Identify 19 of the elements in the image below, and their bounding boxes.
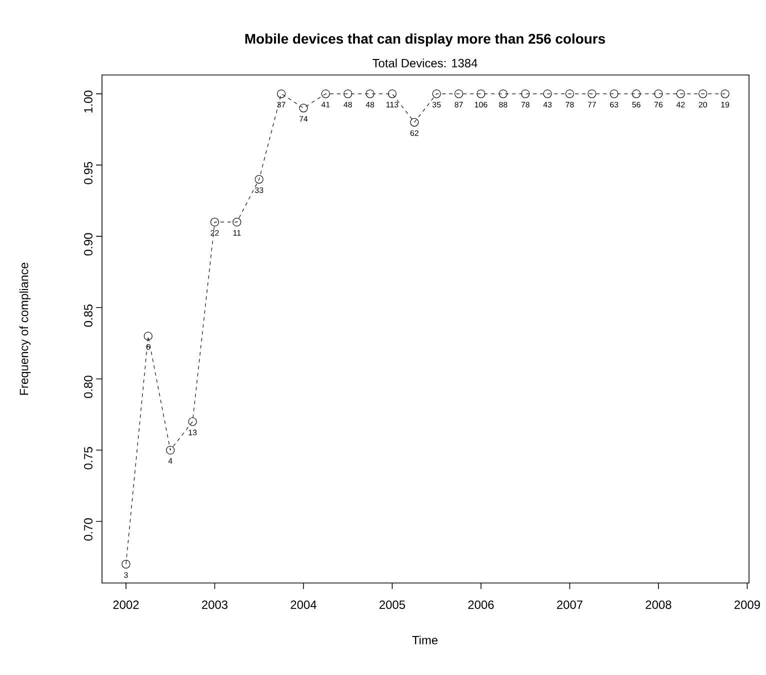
y-tick-label: 1.00 bbox=[84, 90, 92, 113]
x-tick-label: 2008 bbox=[646, 600, 672, 609]
x-tick-label: 2009 bbox=[734, 600, 760, 609]
chart-subtitle: Total Devices: 1384 bbox=[372, 58, 478, 68]
y-tick-label: 0.95 bbox=[84, 162, 92, 184]
x-tick-label: 2005 bbox=[380, 600, 406, 609]
chart-title: Mobile devices that can display more than 256 colours bbox=[245, 33, 606, 46]
x-tick-label: 2007 bbox=[557, 600, 582, 609]
x-tick-label: 2006 bbox=[468, 600, 494, 609]
x-tick-label: 2004 bbox=[290, 600, 316, 609]
y-tick-label: 0.75 bbox=[84, 447, 92, 470]
x-tick-label: 2003 bbox=[202, 600, 228, 609]
y-axis-title: Frequency of compliance bbox=[19, 262, 31, 395]
y-tick-label: 0.85 bbox=[84, 304, 92, 327]
x-axis-title: Time bbox=[412, 636, 438, 644]
y-tick-label: 0.90 bbox=[84, 233, 92, 256]
y-tick-label: 0.70 bbox=[84, 518, 92, 541]
x-tick-label: 2002 bbox=[113, 600, 139, 609]
y-tick-label: 0.80 bbox=[84, 376, 92, 398]
